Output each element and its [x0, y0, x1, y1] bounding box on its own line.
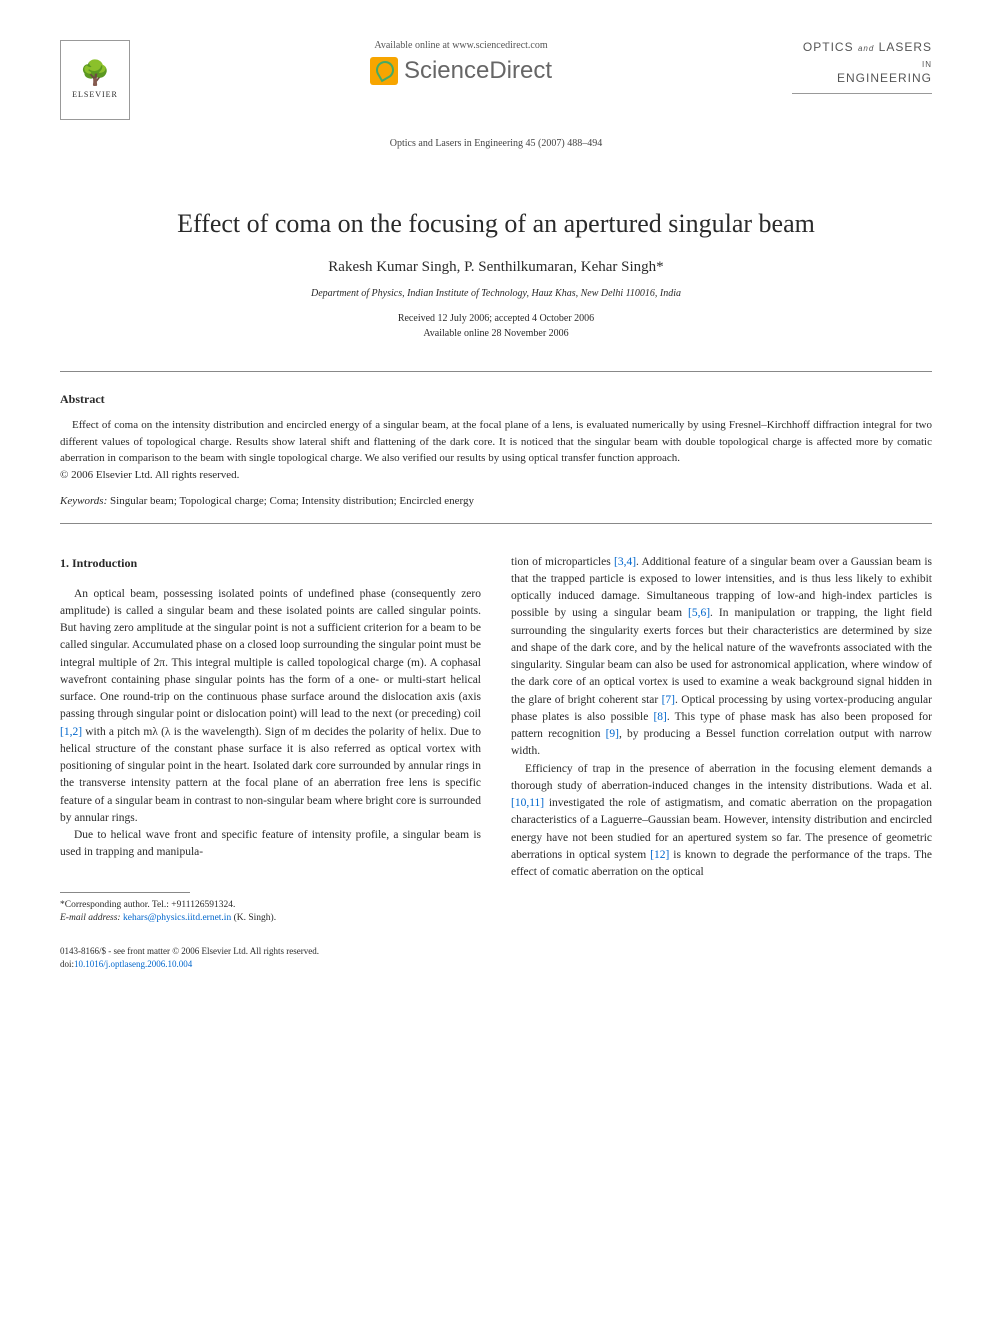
col1-para-1: An optical beam, possessing isolated poi…: [60, 586, 481, 828]
citation-9[interactable]: [9]: [606, 728, 619, 740]
page-footer: 0143-8166/$ - see front matter © 2006 El…: [60, 945, 932, 970]
col1-para-2: Due to helical wave front and specific f…: [60, 827, 481, 862]
affiliation: Department of Physics, Indian Institute …: [60, 288, 932, 299]
column-left: 1. Introduction An optical beam, possess…: [60, 554, 481, 926]
journal-logo: OPTICS and LASERS IN ENGINEERING: [792, 40, 932, 94]
authors: Rakesh Kumar Singh, P. Senthilkumaran, K…: [60, 259, 932, 276]
sciencedirect-icon: [370, 57, 398, 85]
received-date: Received 12 July 2006; accepted 4 Octobe…: [398, 313, 594, 324]
email-address[interactable]: kehars@physics.iitd.ernet.in: [121, 913, 232, 923]
elsevier-logo: 🌳 ELSEVIER: [60, 40, 130, 120]
doi-link[interactable]: 10.1016/j.optlaseng.2006.10.004: [74, 959, 192, 969]
citation-5-6[interactable]: [5,6]: [688, 607, 710, 619]
doi-line: doi:10.1016/j.optlaseng.2006.10.004: [60, 958, 932, 971]
body-two-column: 1. Introduction An optical beam, possess…: [60, 554, 932, 926]
footnote: *Corresponding author. Tel.: +9111265913…: [60, 899, 481, 926]
citation-3-4[interactable]: [3,4]: [614, 556, 636, 568]
section-1-heading: 1. Introduction: [60, 554, 481, 572]
citation-7[interactable]: [7]: [662, 694, 675, 706]
article-dates: Received 12 July 2006; accepted 4 Octobe…: [60, 311, 932, 341]
journal-name-1b: LASERS: [879, 40, 932, 54]
available-date: Available online 28 November 2006: [423, 328, 568, 339]
available-online-text: Available online at www.sciencedirect.co…: [130, 40, 792, 51]
col2-para-1: tion of microparticles [3,4]. Additional…: [511, 554, 932, 761]
divider-top: [60, 371, 932, 372]
journal-in: IN: [922, 60, 932, 69]
citation-10-11[interactable]: [10,11]: [511, 797, 544, 809]
email-label: E-mail address:: [60, 913, 121, 923]
keywords: Keywords: Singular beam; Topological cha…: [60, 495, 932, 507]
corresponding-author: *Corresponding author. Tel.: +9111265913…: [60, 899, 481, 912]
email-name: (K. Singh).: [231, 913, 276, 923]
journal-reference: Optics and Lasers in Engineering 45 (200…: [60, 138, 932, 149]
divider-bottom: [60, 523, 932, 524]
front-matter: 0143-8166/$ - see front matter © 2006 El…: [60, 945, 932, 958]
keywords-label: Keywords:: [60, 495, 107, 507]
article-title: Effect of coma on the focusing of an ape…: [60, 209, 932, 239]
citation-1-2[interactable]: [1,2]: [60, 726, 82, 738]
sciencedirect-logo: ScienceDirect: [130, 57, 792, 85]
journal-name-2: ENGINEERING: [837, 71, 932, 85]
citation-8[interactable]: [8]: [653, 711, 666, 723]
footnote-separator: [60, 892, 190, 893]
abstract-text: Effect of coma on the intensity distribu…: [60, 417, 932, 467]
copyright: © 2006 Elsevier Ltd. All rights reserved…: [60, 469, 932, 481]
journal-name-1: OPTICS: [803, 40, 854, 54]
sciencedirect-block: Available online at www.sciencedirect.co…: [130, 40, 792, 85]
keywords-text: Singular beam; Topological charge; Coma;…: [107, 495, 474, 507]
sciencedirect-text: ScienceDirect: [404, 57, 552, 85]
journal-underline: [792, 93, 932, 94]
abstract-heading: Abstract: [60, 392, 932, 407]
col2-para-2: Efficiency of trap in the presence of ab…: [511, 761, 932, 882]
doi-label: doi:: [60, 959, 74, 969]
elsevier-label: ELSEVIER: [72, 90, 118, 99]
citation-12[interactable]: [12]: [650, 849, 669, 861]
journal-and-1: and: [858, 44, 874, 53]
email-line: E-mail address: kehars@physics.iitd.erne…: [60, 912, 481, 925]
abstract-section: Abstract Effect of coma on the intensity…: [60, 392, 932, 507]
elsevier-tree-icon: 🌳: [80, 62, 110, 86]
column-right: tion of microparticles [3,4]. Additional…: [511, 554, 932, 926]
header-top: 🌳 ELSEVIER Available online at www.scien…: [60, 40, 932, 120]
